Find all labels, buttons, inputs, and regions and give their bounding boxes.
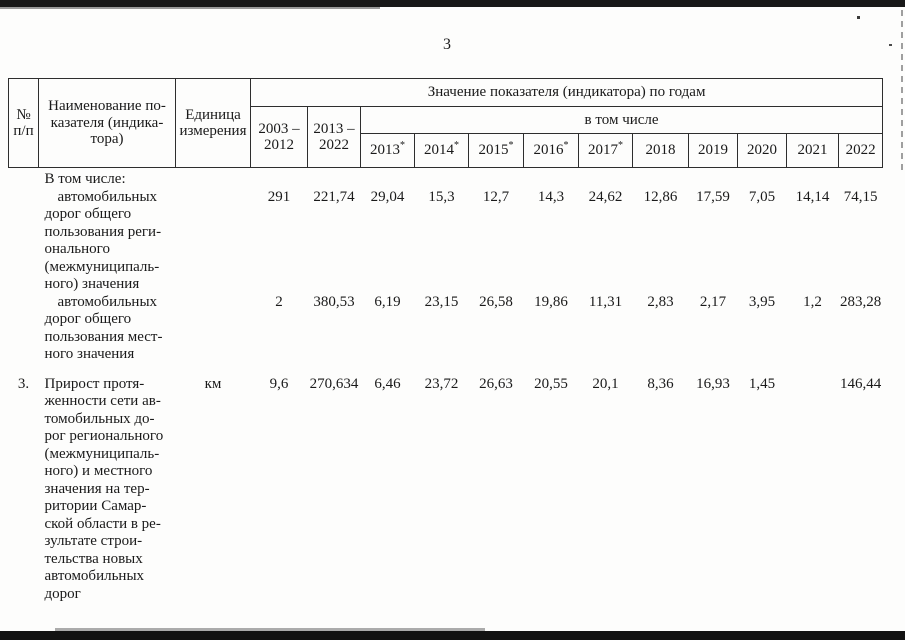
scan-artifact-right-line (901, 10, 903, 170)
year-label: 2022 (845, 142, 876, 159)
header-row-groups: № п/п Наименование по- казателя (индика-… (8, 78, 884, 168)
col-header-year-2013: 2013* (360, 133, 415, 168)
value-2016: 19,86 (534, 293, 568, 310)
year-footnote-star: * (454, 140, 459, 152)
row-num-cell (9, 189, 39, 294)
value-2022: 74,15 (843, 188, 878, 205)
col-header-year-2019: 2019 (688, 133, 738, 168)
value-2014: 23,15 (424, 293, 459, 310)
col-header-range-2003-2012: 2003 – 2012 (250, 106, 308, 168)
col-header-year-2020: 2020 (737, 133, 787, 168)
scan-artifact-top-edge (0, 7, 380, 9)
year-label: 2019 (698, 142, 728, 159)
value-2016: 14,3 (537, 188, 565, 205)
value-2019: 16,93 (696, 375, 730, 392)
header-row-years: 2013* 2014* 2015* 2016* 2017* 2018 2019 … (9, 133, 884, 168)
scan-speck (857, 16, 860, 19)
row-name-cell: В том числе: (44, 171, 126, 187)
year-label: 2016 (533, 142, 564, 159)
table-row-local-roads: автомобильных дорог общего пользования м… (9, 294, 883, 364)
value-2013: 6,46 (374, 375, 401, 392)
year-label: 2017 (588, 142, 618, 159)
value-2015: 26,58 (479, 293, 513, 310)
col-header-including: в том числе (359, 106, 884, 134)
value-2021 (787, 364, 839, 604)
col-header-range-2013-2022: 2013 – 2022 (307, 106, 361, 168)
row-num-cell (9, 168, 39, 189)
row-name-cell: автомобильных дорог общего пользования м… (44, 293, 163, 363)
row-num-cell (9, 294, 39, 364)
row-name-cell: Прирост протя- женности сети ав- томобил… (44, 375, 164, 602)
col-header-unit: Единица измерения (175, 78, 251, 168)
value-2015: 26,63 (479, 375, 513, 392)
year-footnote-star: * (618, 140, 623, 152)
value-2020: 1,45 (748, 375, 776, 392)
year-label: 2014 (424, 142, 454, 159)
row-unit-cell (176, 294, 251, 364)
row-unit-cell (176, 189, 251, 294)
header-row-subgroups: 2003 – 2012 2013 – 2022 в том числе (9, 106, 884, 168)
value-2020: 3,95 (748, 293, 776, 310)
value-2013: 6,19 (374, 293, 401, 310)
col-header-year-2017: 2017* (578, 133, 633, 168)
value-2022: 146,44 (839, 375, 882, 392)
col-header-year-2021: 2021 (786, 133, 839, 168)
year-footnote-star: * (508, 140, 514, 152)
col-header-year-2014: 2014* (414, 133, 469, 168)
col-header-values-group: Значение показателя (индикатора) по года… (249, 78, 884, 107)
row-num-cell: 3. (17, 375, 30, 392)
value-2013-2022: 270,634 (309, 375, 359, 392)
indicator-values-table: № п/п Наименование по- казателя (индика-… (8, 78, 884, 604)
value-2013-2022: 380,53 (313, 293, 355, 310)
value-2018: 2,83 (647, 293, 674, 310)
year-footnote-star: * (400, 140, 405, 152)
col-header-num: № п/п (8, 78, 39, 168)
value-2016: 20,55 (534, 375, 568, 392)
col-header-year-2018: 2018 (632, 133, 689, 168)
table-row-3-road-network-growth: 3. Прирост протя- женности сети ав- томо… (9, 364, 883, 604)
year-label: 2021 (797, 142, 828, 159)
value-2022: 283,28 (839, 293, 882, 310)
value-2017: 11,31 (588, 293, 623, 310)
value-2021: 1,2 (803, 293, 822, 310)
value-2014: 23,72 (424, 375, 459, 392)
value-2015: 12,7 (482, 188, 510, 205)
value-2020: 7,05 (748, 188, 776, 205)
value-2019: 2,17 (699, 293, 727, 310)
value-2013-2022: 221,74 (313, 188, 355, 205)
col-header-year-2015: 2015* (468, 133, 524, 168)
row-name-cell: автомобильных дорог общего пользования р… (44, 188, 162, 293)
page-number: 3 (443, 36, 451, 53)
col-header-name: Наименование по- казателя (индика- тора) (38, 78, 176, 168)
scan-artifact-bottom-edge (55, 628, 485, 631)
value-2017: 24,62 (588, 188, 623, 205)
table-row-regional-roads: автомобильных дорог общего пользования р… (9, 189, 883, 294)
value-2014: 15,3 (428, 188, 455, 205)
table-row-including-label: В том числе: (9, 168, 883, 189)
year-label: 2013 (370, 142, 400, 159)
scan-artifact-top-band (0, 0, 905, 7)
year-label: 2015 (478, 142, 509, 159)
year-label: 2020 (747, 142, 777, 159)
year-label: 2018 (645, 142, 676, 159)
scan-artifact-bottom-band (0, 631, 905, 640)
scan-speck (889, 44, 892, 46)
value-2003-2012: 291 (267, 188, 291, 205)
col-header-year-2022: 2022 (837, 133, 884, 168)
value-2003-2012: 9,6 (269, 375, 289, 392)
value-2013: 29,04 (370, 188, 405, 205)
col-header-year-2016: 2016* (523, 133, 579, 168)
value-2018: 8,36 (647, 375, 674, 392)
year-footnote-star: * (563, 140, 569, 152)
row-empty-cells (176, 168, 883, 189)
value-2019: 17,59 (696, 188, 730, 205)
value-2003-2012: 2 (275, 293, 283, 310)
value-2018: 12,86 (643, 188, 678, 205)
value-2021: 14,14 (795, 188, 830, 205)
row-unit-cell: км (204, 375, 222, 392)
value-2017: 20,1 (592, 375, 619, 392)
